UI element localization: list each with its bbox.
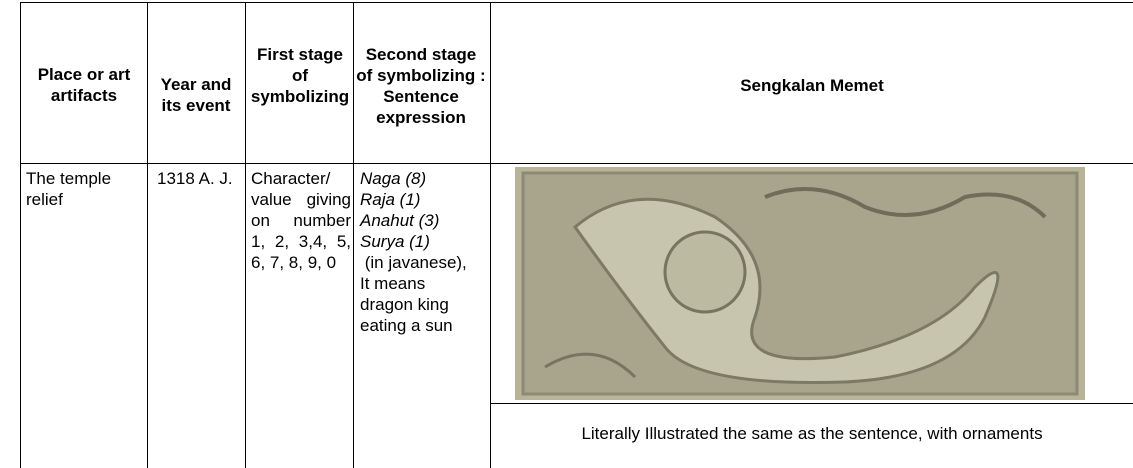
- italic-line: Anahut (3): [360, 211, 440, 230]
- cell: The temple relief: [26, 169, 112, 209]
- italic-line: Naga (8): [360, 169, 427, 188]
- border: [245, 2, 246, 468]
- header-cell: Second stage of symbolizing : Sentence e…: [356, 44, 486, 127]
- border: [147, 2, 148, 468]
- relief-image: [515, 167, 1085, 400]
- italic-line: Raja (1): [360, 190, 421, 209]
- border: [353, 2, 354, 468]
- border: [20, 2, 21, 468]
- cell: Character/ value giving on number 1, 2, …: [251, 169, 351, 272]
- header-cell: Year and its event: [160, 75, 232, 115]
- border: [20, 2, 1133, 3]
- border: [20, 163, 1133, 164]
- cell-text: (in javanese), It means dragon king eati…: [360, 253, 472, 335]
- header-cell: Sengkalan Memet: [740, 75, 884, 95]
- border: [490, 2, 491, 468]
- header-cell: Place or art artifacts: [37, 65, 131, 105]
- italic-line: Surya (1): [360, 232, 430, 251]
- caption: Literally Illustrated the same as the se…: [581, 424, 1043, 443]
- cell: 1318 A. J.: [157, 169, 233, 188]
- border: [490, 403, 1133, 404]
- header-cell: First stage of symbolizing: [250, 44, 350, 106]
- cell: Naga (8) Raja (1) Anahut (3) Surya (1) (…: [360, 168, 472, 336]
